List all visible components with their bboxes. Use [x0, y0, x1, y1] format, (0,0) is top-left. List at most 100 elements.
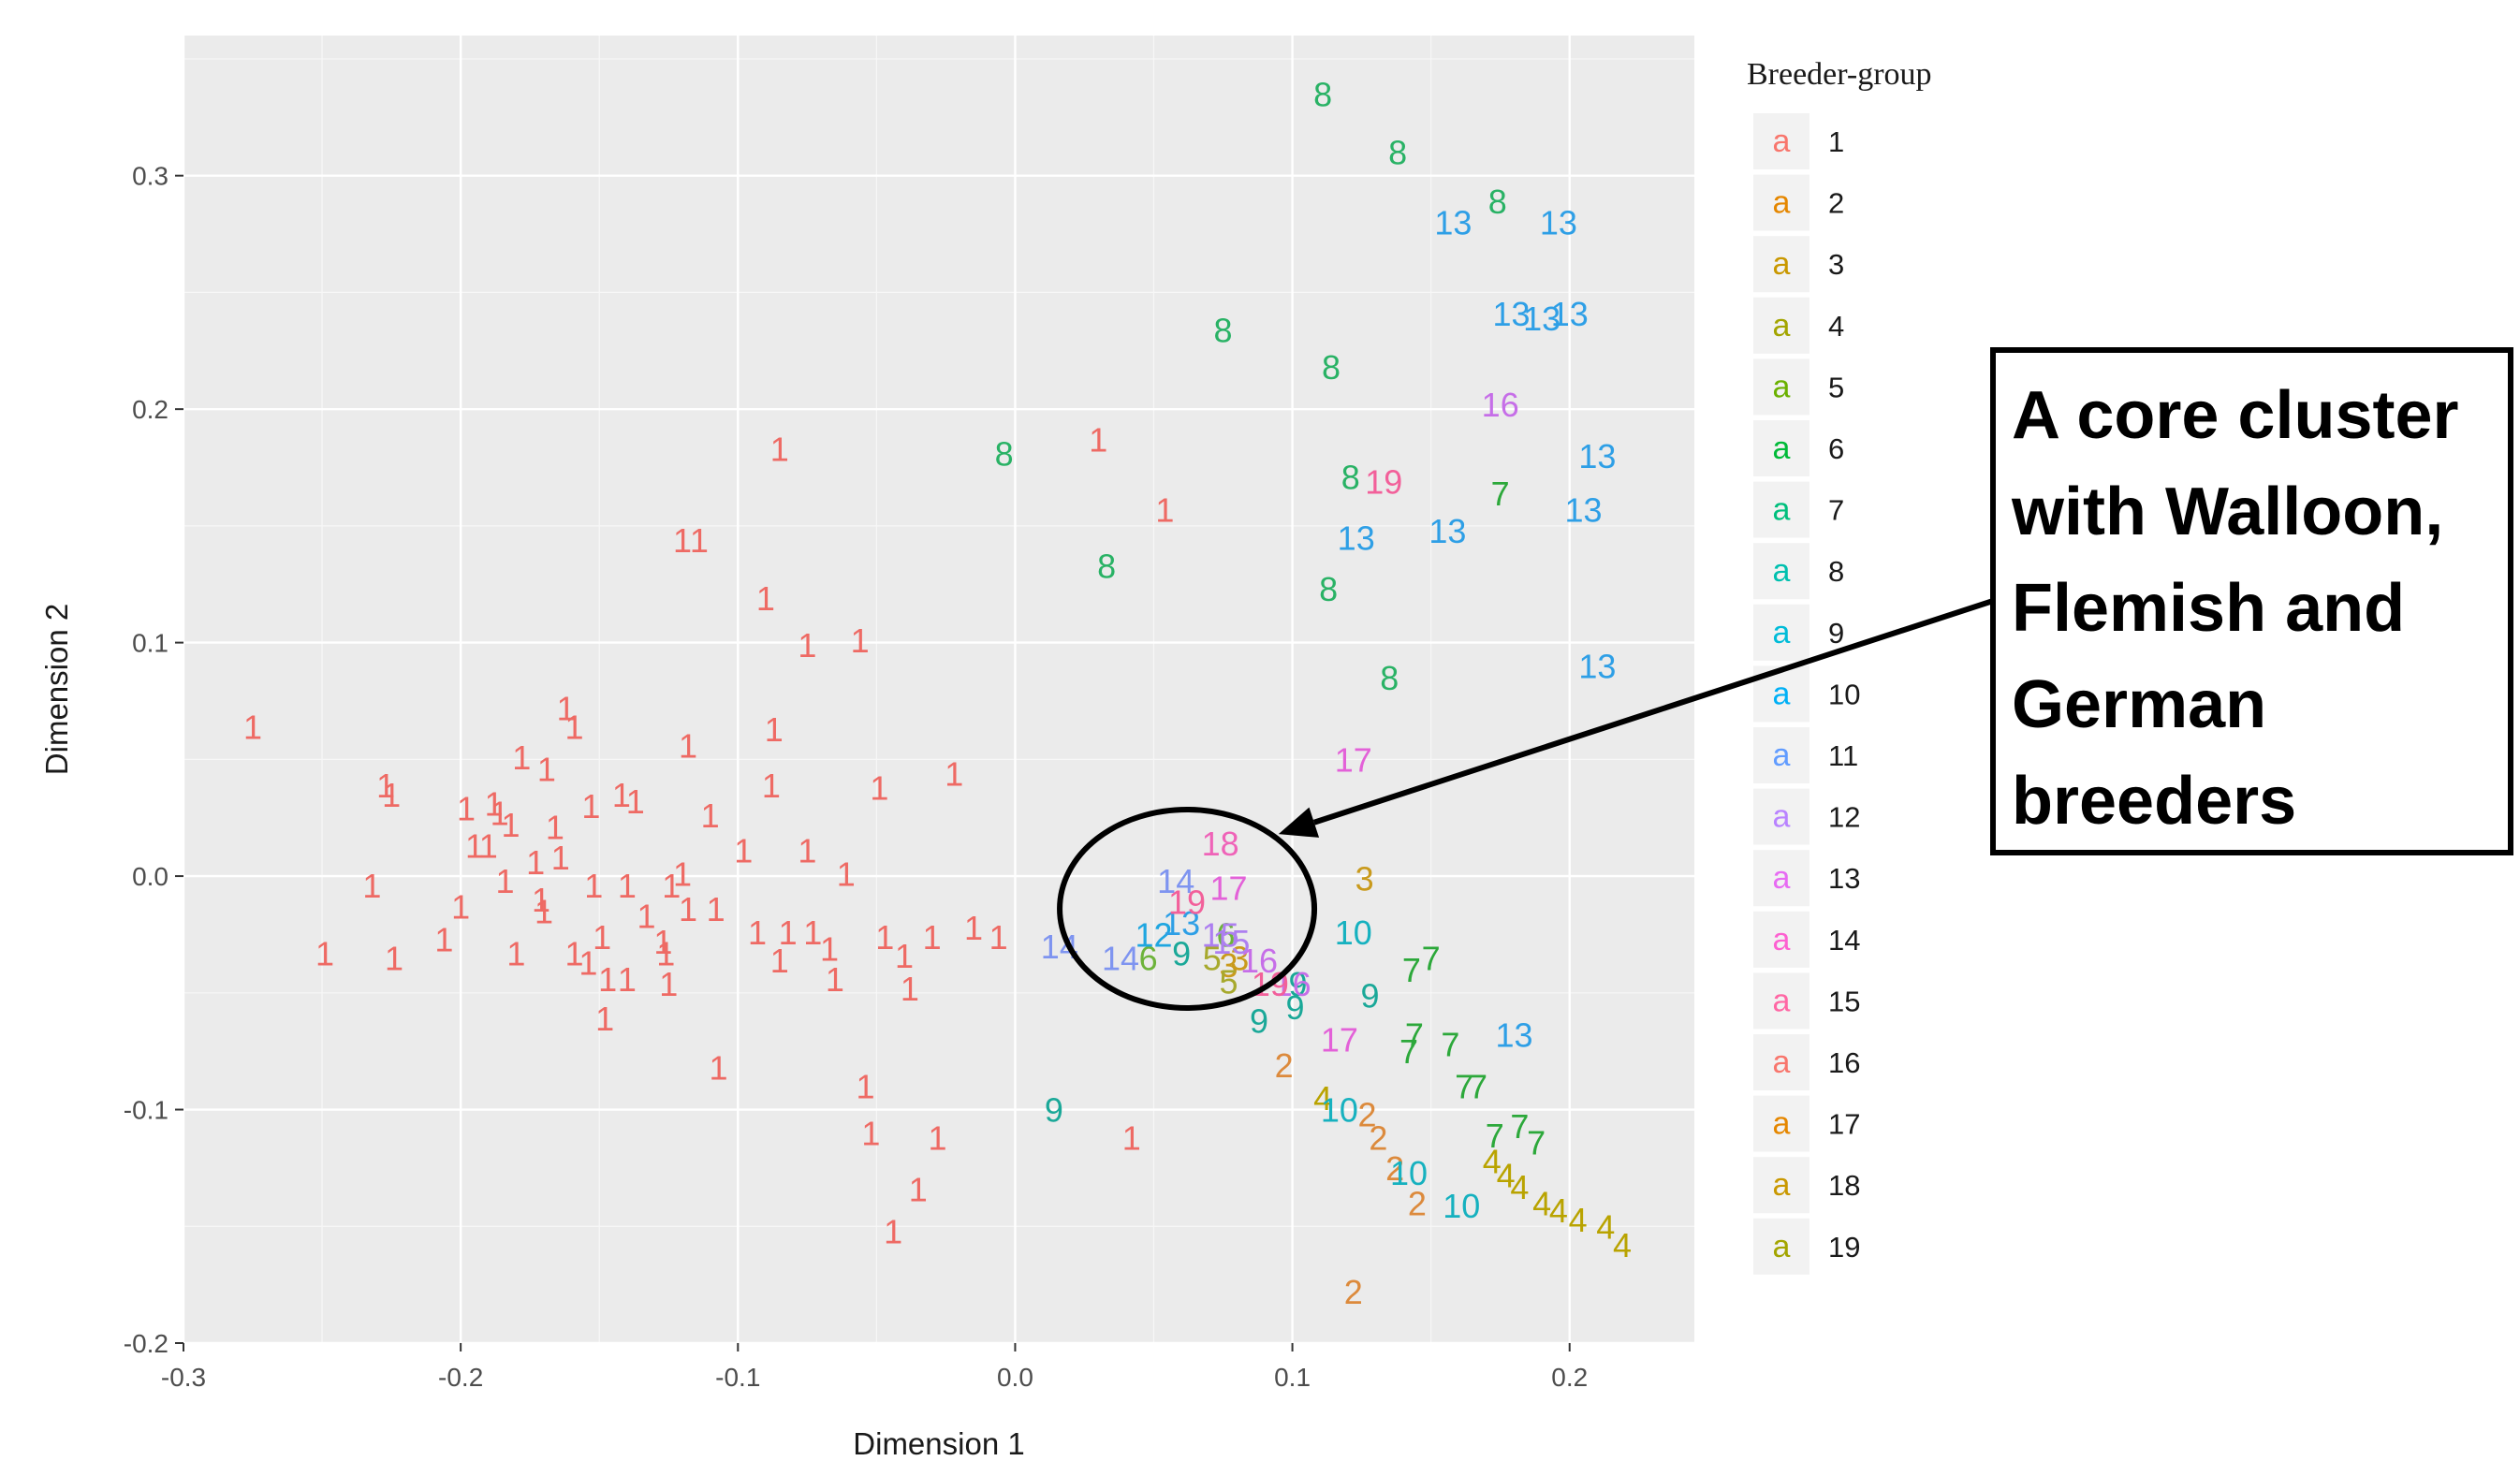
point-label: 16: [1240, 942, 1278, 980]
point-label: 2: [1344, 1273, 1363, 1311]
legend-entry-label: 2: [1828, 187, 1844, 220]
point-label: 8: [1488, 183, 1507, 221]
point-label: 1: [551, 839, 570, 877]
point-label: 1: [532, 881, 550, 919]
point-label: 2: [1385, 1149, 1404, 1188]
point-label: 1: [579, 943, 597, 982]
point-label: 8: [1388, 134, 1407, 172]
point-label: 1: [765, 710, 784, 749]
legend-key: [1753, 1157, 1809, 1214]
point-label: 9: [1250, 1002, 1268, 1041]
legend-key: [1753, 1095, 1809, 1152]
point-label: 14: [1102, 939, 1139, 977]
legend-entry-label: 18: [1828, 1169, 1860, 1202]
point-label: 13: [1551, 295, 1589, 333]
point-label: 2: [1369, 1118, 1387, 1157]
y-tick-label: 0.2: [132, 395, 168, 424]
point-label: 15: [1212, 923, 1250, 961]
point-label: 1: [861, 1114, 880, 1152]
x-tick-label: 0.1: [1274, 1363, 1311, 1392]
point-label: 7: [1486, 1117, 1504, 1155]
point-label: 1: [584, 867, 603, 905]
legend-key-glyph: a: [1773, 431, 1791, 466]
point-label: 7: [1441, 1026, 1459, 1064]
legend: Breeder-group a 1 a 2 a 3 a 4 a 5 a 6 a 7 a 8 a 9 a 10 a 11 a 1…: [1747, 57, 1932, 1275]
x-tick-label: -0.1: [715, 1363, 760, 1392]
point-label: 8: [1319, 570, 1338, 608]
point-label: 1: [875, 918, 894, 957]
point-label: 1: [385, 939, 403, 977]
point-label: 4: [1569, 1201, 1588, 1239]
legend-title: Breeder-group: [1747, 57, 1932, 92]
point-label: 1: [496, 862, 515, 900]
point-label: 1: [612, 776, 631, 814]
point-label: 1: [851, 621, 870, 660]
point-label: 9: [1360, 976, 1379, 1015]
point-label: 1: [857, 1068, 875, 1106]
point-label: 1: [434, 920, 453, 958]
point-label: 9: [1286, 988, 1305, 1027]
point-label: 7: [1491, 475, 1510, 513]
point-label: 1: [637, 897, 656, 935]
point-label: 4: [1510, 1168, 1529, 1206]
point-label: 7: [1527, 1123, 1546, 1161]
grid-minor: [183, 36, 1694, 1343]
point-label: 1: [465, 827, 484, 866]
callout-text: A core cluster with Walloon, Flemish and Ge…: [2011, 378, 2459, 839]
point-label: 13: [1578, 648, 1616, 686]
point-label: 2: [1408, 1184, 1427, 1222]
y-axis-title: Dimension 2: [39, 604, 74, 775]
legend-entry-label: 3: [1828, 248, 1844, 281]
plot-panel: [183, 36, 1694, 1343]
callout-text-line: with Walloon,: [2011, 475, 2443, 549]
point-label: 8: [1322, 348, 1341, 387]
point-label: 4: [1613, 1226, 1632, 1264]
y-tick-label: 0.0: [132, 862, 168, 891]
point-label: 4: [1483, 1142, 1502, 1180]
point-label: 1: [945, 754, 963, 793]
legend-key-glyph: a: [1773, 185, 1791, 221]
callout-text-line: German: [2012, 667, 2266, 742]
point-label: 8: [995, 435, 1014, 474]
legend-key-glyph: a: [1773, 124, 1791, 159]
x-tick-label: -0.2: [438, 1363, 483, 1392]
legend-key-glyph: a: [1773, 1045, 1791, 1080]
point-label: 13: [1428, 512, 1466, 550]
point-label: 1: [690, 521, 709, 560]
point-label: 13: [1540, 204, 1577, 242]
point-label: 1: [512, 738, 531, 777]
legend-key: [1753, 420, 1809, 476]
point-label: 1: [1155, 490, 1174, 529]
legend-key-glyph: a: [1773, 860, 1791, 896]
point-label: 7: [1422, 939, 1441, 977]
point-label: 1: [923, 918, 942, 957]
point-label: 18: [1202, 825, 1239, 863]
point-label: 9: [1288, 965, 1307, 1003]
point-label: 3: [1355, 860, 1374, 899]
point-label: 4: [1313, 1079, 1332, 1118]
point-label: 19: [1365, 462, 1402, 501]
y-tick-label: 0.1: [132, 629, 168, 658]
point-label: 1: [315, 934, 334, 972]
legend-key-glyph: a: [1773, 492, 1791, 528]
legend-entry-label: 7: [1828, 494, 1844, 527]
legend-key-glyph: a: [1773, 369, 1791, 404]
legend-entry-label: 17: [1828, 1108, 1860, 1141]
legend-entry-label: 5: [1828, 371, 1844, 403]
point-label: 10: [1390, 1154, 1428, 1192]
legend-entry-label: 16: [1828, 1046, 1860, 1079]
point-label: 15: [1202, 915, 1239, 954]
legend-key-glyph: a: [1773, 615, 1791, 650]
point-label: 5: [1219, 962, 1238, 1001]
legend-key: [1753, 236, 1809, 293]
legend-key: [1753, 1034, 1809, 1090]
point-label: 13: [1565, 490, 1603, 529]
point-label: 1: [565, 934, 584, 972]
legend-entry-label: 11: [1828, 739, 1858, 772]
legend-key-glyph: a: [1773, 922, 1791, 957]
point-label: 1: [593, 918, 611, 957]
legend-key: [1753, 174, 1809, 231]
point-label: 1: [485, 785, 504, 824]
point-label: 1: [581, 787, 600, 825]
